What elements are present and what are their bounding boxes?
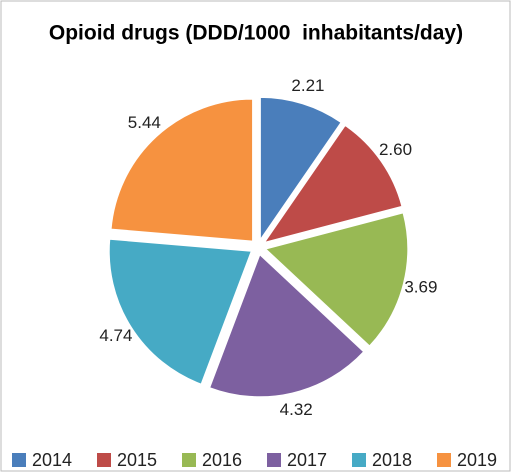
legend-label: 2018 xyxy=(372,450,412,470)
pie-slice xyxy=(264,212,409,347)
data-label: 5.44 xyxy=(128,113,161,132)
data-label: 3.69 xyxy=(404,278,437,297)
data-label: 2.60 xyxy=(379,140,412,159)
pie-slice xyxy=(259,96,342,241)
legend-label: 2015 xyxy=(117,450,157,470)
pie-slice xyxy=(108,238,252,385)
legend-swatch xyxy=(352,453,366,467)
legend-label: 2014 xyxy=(32,450,72,470)
legend-label: 2016 xyxy=(202,450,242,470)
legend-swatch xyxy=(12,453,26,467)
data-label: 4.74 xyxy=(99,326,132,345)
legend-label: 2019 xyxy=(457,450,497,470)
pie-slice xyxy=(263,124,403,244)
legend-swatch xyxy=(267,453,281,467)
legend-swatch xyxy=(97,453,111,467)
data-label: 2.21 xyxy=(291,76,324,95)
legend-swatch xyxy=(182,453,196,467)
legend-swatch xyxy=(437,453,451,467)
pie-slice xyxy=(209,253,365,398)
chart-title: Opioid drugs (DDD/1000 inhabitants/day) xyxy=(49,22,463,45)
pie-slice xyxy=(110,98,254,242)
data-label: 4.32 xyxy=(280,400,313,419)
legend-label: 2017 xyxy=(287,450,327,470)
